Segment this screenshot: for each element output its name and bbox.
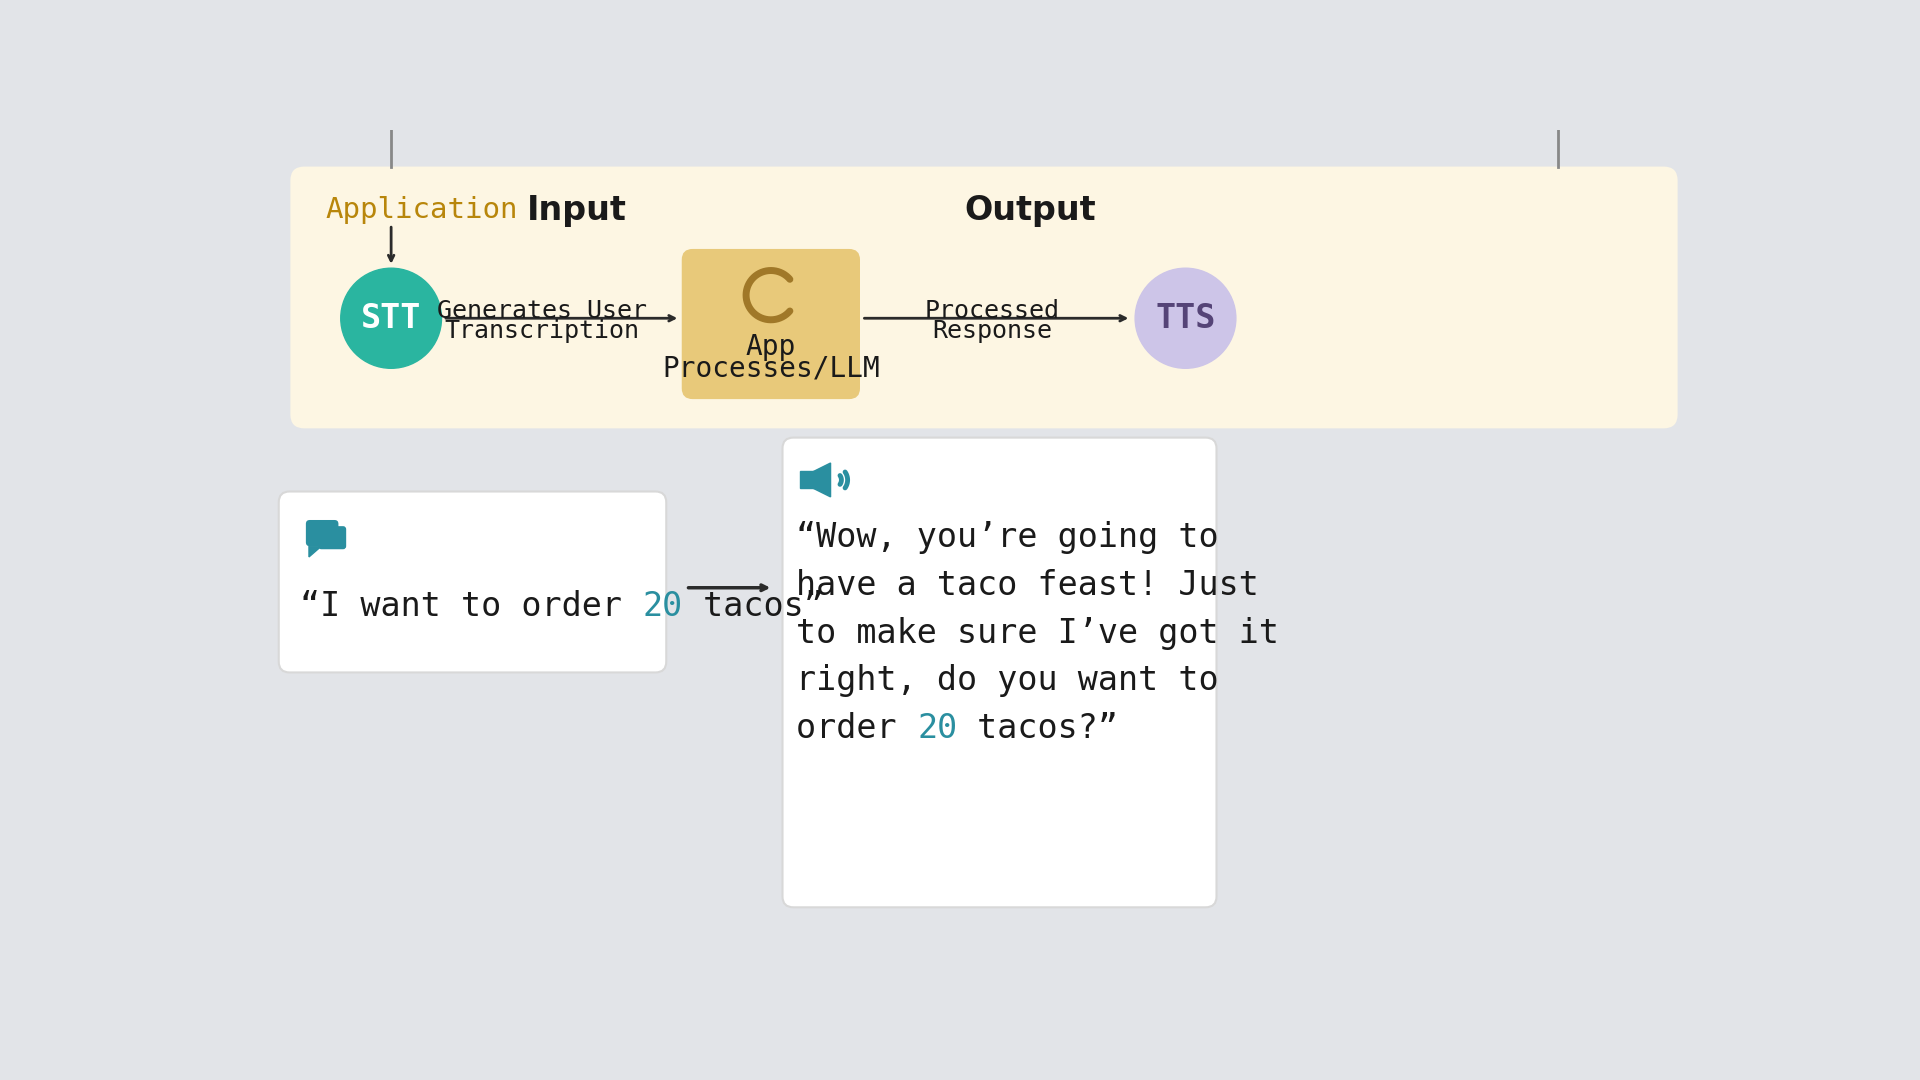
Text: have a taco feast! Just: have a taco feast! Just xyxy=(797,569,1260,602)
Text: “I want to order: “I want to order xyxy=(300,591,643,623)
Polygon shape xyxy=(799,472,814,488)
Text: Transcription: Transcription xyxy=(445,320,639,343)
Text: tacos?”: tacos?” xyxy=(958,712,1119,745)
Text: 20: 20 xyxy=(643,591,684,623)
Text: STT: STT xyxy=(361,301,420,335)
FancyBboxPatch shape xyxy=(319,526,346,550)
Text: Processed: Processed xyxy=(924,298,1060,323)
FancyBboxPatch shape xyxy=(305,519,338,546)
Polygon shape xyxy=(309,546,321,557)
FancyBboxPatch shape xyxy=(682,249,860,400)
Text: Application: Application xyxy=(324,197,518,225)
FancyBboxPatch shape xyxy=(290,166,1678,429)
Text: tacos”: tacos” xyxy=(684,591,824,623)
Circle shape xyxy=(1135,268,1236,368)
Text: right, do you want to: right, do you want to xyxy=(797,664,1219,698)
Text: App: App xyxy=(745,333,797,361)
Text: 20: 20 xyxy=(918,712,958,745)
Text: Processes/LLM: Processes/LLM xyxy=(662,354,879,382)
Polygon shape xyxy=(814,463,831,497)
FancyBboxPatch shape xyxy=(278,491,666,673)
Text: TTS: TTS xyxy=(1156,301,1215,335)
Text: Generates User: Generates User xyxy=(438,298,647,323)
Text: Input: Input xyxy=(528,194,628,227)
Circle shape xyxy=(340,268,442,368)
FancyBboxPatch shape xyxy=(783,437,1217,907)
Text: order: order xyxy=(797,712,918,745)
Text: Response: Response xyxy=(931,320,1052,343)
Text: Output: Output xyxy=(964,194,1096,227)
Text: “Wow, you’re going to: “Wow, you’re going to xyxy=(797,522,1219,554)
Text: to make sure I’ve got it: to make sure I’ve got it xyxy=(797,617,1279,650)
